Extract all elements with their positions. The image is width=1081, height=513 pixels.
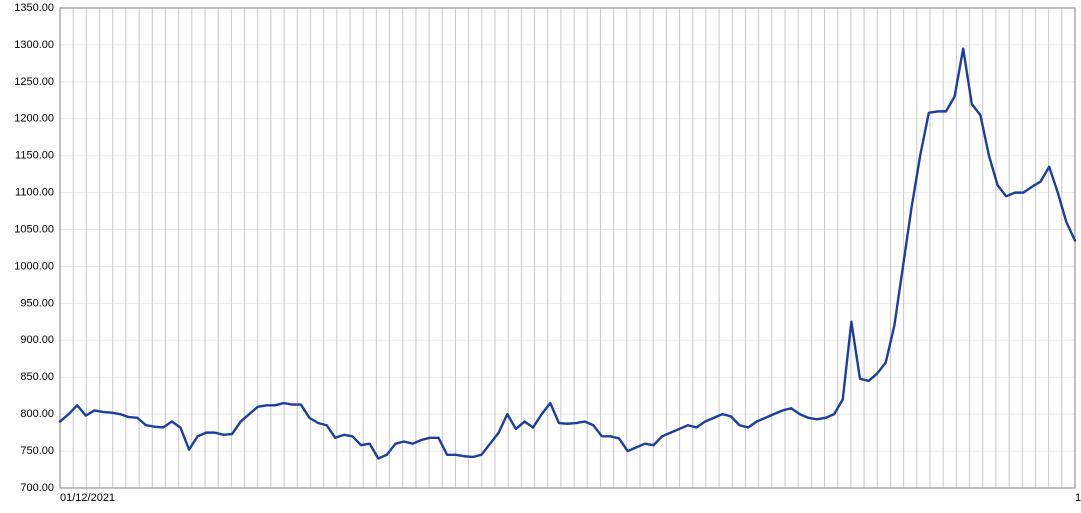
y-tick-label: 1050.00 bbox=[14, 223, 54, 235]
plot-bg bbox=[60, 8, 1075, 488]
y-tick-label: 1100.00 bbox=[15, 187, 54, 199]
y-tick-label: 1000.00 bbox=[14, 260, 54, 272]
line-chart: 700.00 750.00 800.00 850.00 900.00 950.00 1000… bbox=[0, 0, 1081, 513]
y-tick-label: 700.00 bbox=[20, 482, 54, 494]
y-tick-label: 1350.00 bbox=[14, 2, 54, 14]
y-tick-label: 1250.00 bbox=[14, 76, 54, 88]
y-tick-label: 800.00 bbox=[20, 408, 54, 420]
x-tick-label: 17/03/2022 bbox=[1075, 492, 1081, 504]
y-tick-label: 850.00 bbox=[20, 371, 54, 383]
y-tick-label: 1150.00 bbox=[15, 150, 54, 162]
y-tick-label: 900.00 bbox=[20, 334, 54, 346]
chart-svg: 700.00 750.00 800.00 850.00 900.00 950.00 1000… bbox=[0, 0, 1081, 513]
y-tick-label: 1300.00 bbox=[14, 39, 54, 51]
x-tick-label: 01/12/2021 bbox=[60, 492, 115, 504]
y-tick-label: 1200.00 bbox=[14, 113, 54, 125]
y-tick-label: 750.00 bbox=[20, 445, 54, 457]
y-tick-label: 950.00 bbox=[20, 297, 54, 309]
